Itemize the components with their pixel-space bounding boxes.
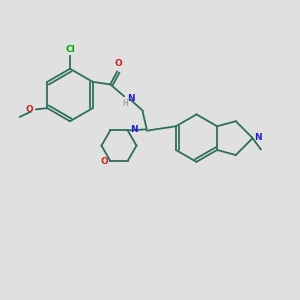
- Text: Cl: Cl: [65, 45, 75, 54]
- Text: N: N: [130, 125, 137, 134]
- Text: H: H: [122, 99, 128, 108]
- Text: N: N: [127, 94, 135, 103]
- Text: O: O: [115, 59, 122, 68]
- Text: O: O: [100, 157, 108, 166]
- Text: N: N: [254, 133, 262, 142]
- Text: O: O: [25, 105, 33, 114]
